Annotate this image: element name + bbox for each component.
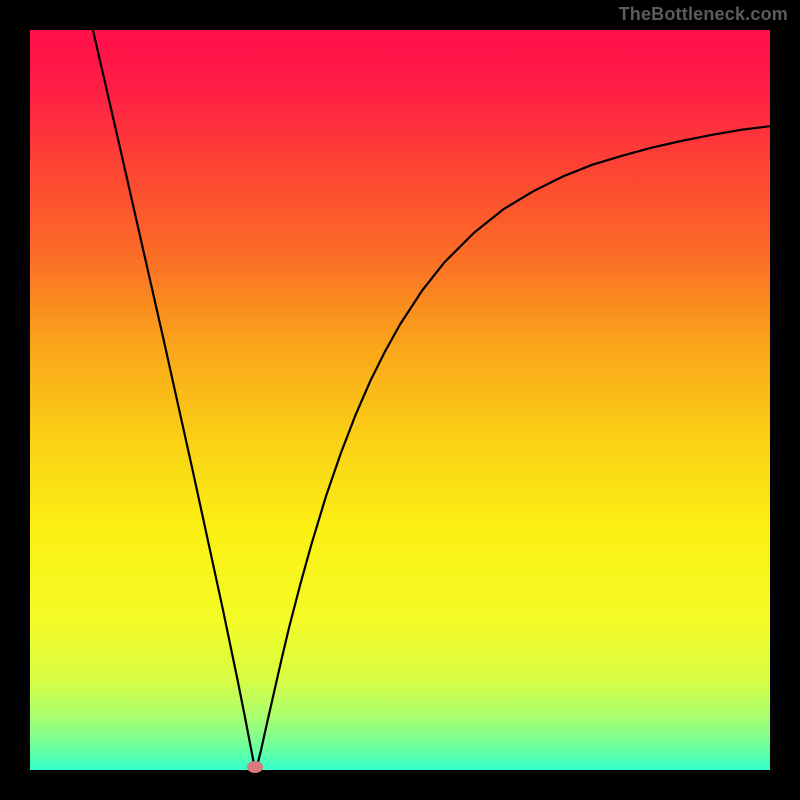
minimum-marker <box>247 761 263 773</box>
chart-plot-area <box>30 30 770 770</box>
curve-right-branch <box>255 126 770 769</box>
chart-curve-layer <box>30 30 770 770</box>
watermark-text: TheBottleneck.com <box>619 4 788 25</box>
curve-left-branch <box>93 30 255 770</box>
